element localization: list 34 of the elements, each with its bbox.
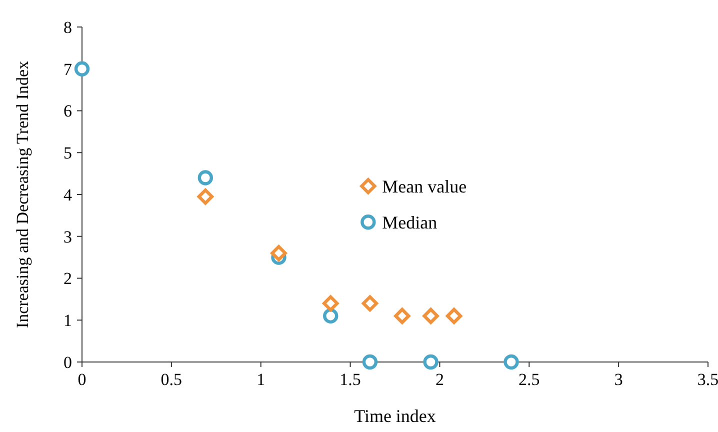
point (322, 295, 339, 312)
y-axis-title: Increasing and Decreasing Trend Index (13, 60, 32, 328)
point (362, 295, 378, 312)
y-tick-label: 5 (64, 144, 72, 163)
x-tick-label: 2 (435, 370, 444, 389)
x-tick-label: 3 (614, 370, 623, 389)
x-tick-label: 1.5 (340, 370, 361, 389)
x-tick-label: 0 (78, 370, 86, 389)
y-tick-label: 4 (64, 185, 72, 204)
legend-label: Median (382, 212, 438, 232)
y-tick-label: 2 (64, 269, 72, 288)
x-tick-label: 3.5 (697, 370, 718, 389)
point (74, 61, 90, 76)
point (394, 308, 410, 324)
point (197, 188, 214, 205)
x-tick-label: 2.5 (518, 370, 540, 389)
point (423, 354, 438, 370)
y-tick-label: 8 (64, 18, 72, 37)
y-tick-label: 7 (64, 60, 72, 79)
y-tick-label: 3 (64, 227, 72, 246)
y-tick-label: 1 (64, 311, 72, 330)
point (362, 354, 378, 370)
y-tick-label: 6 (64, 102, 72, 121)
point (323, 308, 338, 324)
x-tick-label: 0.5 (160, 370, 182, 389)
x-axis-title: Time index (354, 406, 436, 426)
x-tick-label: 1 (256, 370, 266, 389)
y-tick-label: 0 (64, 352, 72, 372)
point (198, 170, 214, 186)
point (422, 308, 439, 324)
point (446, 308, 462, 324)
legend-label: Mean value (382, 176, 467, 196)
point (270, 245, 287, 262)
point (504, 354, 519, 370)
